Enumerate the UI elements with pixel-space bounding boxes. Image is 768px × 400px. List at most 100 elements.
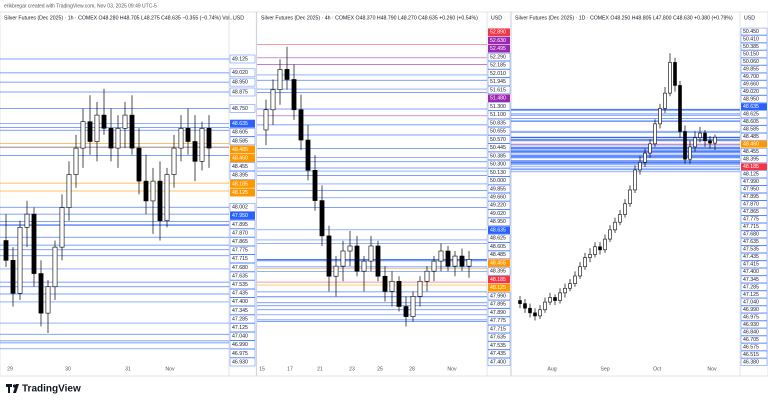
panel-title: Silver Futures (Dec 2025) · 1h · COMEX O…: [4, 15, 234, 21]
date-label: 31: [125, 366, 131, 372]
price-label-box: [740, 253, 768, 261]
price-label-box: [740, 80, 768, 88]
candle-body: [558, 292, 562, 301]
price-label-box: [487, 209, 511, 218]
price-label: 52.495: [490, 46, 506, 52]
candle-body: [101, 114, 107, 129]
price-label-box: [740, 245, 768, 253]
price-label-box: [487, 267, 511, 276]
price-label-box: [740, 313, 768, 321]
candle-body: [523, 303, 527, 309]
price-label: 48.395: [490, 269, 506, 275]
price-label: 48.635: [490, 227, 506, 233]
candle-body: [653, 123, 657, 145]
price-label: 48.485: [232, 147, 248, 153]
price-label: 50.385: [490, 153, 506, 159]
price-label-box: [229, 263, 256, 272]
candle-body: [108, 128, 114, 149]
price-label-box: [229, 314, 256, 324]
price-label-box: [487, 349, 511, 358]
price-label: 49.855: [490, 186, 506, 192]
price-label-box: [740, 305, 768, 314]
price-label: 48.605: [743, 119, 759, 125]
price-label-box: [740, 57, 768, 66]
price-label-box: [229, 245, 256, 255]
price-label-box: [487, 333, 511, 342]
candle-body: [178, 128, 184, 149]
price-label: 47.435: [743, 254, 759, 260]
candle-body: [618, 214, 622, 223]
candle-body: [583, 257, 587, 268]
price-label-bg: [488, 283, 510, 292]
price-label-box: [487, 250, 511, 259]
price-label: 47.040: [743, 299, 759, 305]
price-label: 46.705: [743, 337, 759, 343]
candle-body: [375, 245, 381, 277]
price-label: 47.865: [743, 209, 759, 215]
price-label: 48.485: [490, 252, 506, 258]
price-label-box: [740, 215, 768, 223]
candle-body: [678, 85, 682, 132]
candle-body: [263, 109, 269, 131]
price-label-box: [740, 133, 768, 141]
price-label-bg: [230, 211, 255, 220]
price-label: 47.125: [232, 325, 248, 331]
price-label-box: [740, 72, 768, 81]
date-label: 28: [409, 366, 415, 372]
price-label-box: [229, 357, 256, 367]
price-label: 47.535: [490, 343, 506, 349]
price-label-box: [229, 271, 256, 281]
candle-body: [578, 266, 582, 277]
price-label-box: [740, 358, 768, 366]
price-label: 48.395: [743, 157, 759, 163]
candle-body: [122, 114, 128, 129]
price-label-box: [740, 125, 768, 133]
price-label: 47.895: [232, 222, 248, 228]
candle-body: [319, 200, 325, 237]
price-label-box: [740, 50, 768, 58]
price-label: 47.415: [743, 262, 759, 268]
price-label-box: [487, 184, 511, 193]
price-label: 48.455: [743, 149, 759, 155]
price-label-box: [487, 316, 511, 325]
candle-body: [538, 309, 542, 317]
date-label: Nov: [707, 366, 717, 372]
price-label-box: [487, 102, 511, 111]
price-label-box: [487, 300, 511, 309]
candle-body: [693, 137, 697, 148]
price-label: 47.680: [232, 265, 248, 271]
date-label: 25: [377, 366, 383, 372]
price-label-box: [740, 95, 768, 103]
price-label-box: [740, 223, 768, 231]
candle-body: [277, 69, 283, 90]
date-label: Aug: [547, 366, 556, 372]
price-label: 47.775: [490, 318, 506, 324]
price-label: 50.410: [743, 36, 759, 42]
price-label: 46.930: [743, 322, 759, 328]
price-label: 47.775: [743, 217, 759, 223]
candle-body: [52, 246, 58, 288]
date-label: Nov: [165, 366, 175, 372]
price-label-box: [487, 341, 511, 350]
date-label: 30: [65, 366, 71, 372]
price-label: 49.020: [232, 70, 248, 76]
candle-body: [403, 306, 409, 317]
price-label-box: [229, 332, 256, 341]
panel-title: Silver Futures (Dec 2025) · 4h · COMEX O…: [261, 15, 478, 21]
candle-body: [452, 255, 458, 267]
candle-body: [136, 147, 142, 182]
price-label-box: [229, 162, 256, 171]
price-label-box: [740, 208, 768, 216]
price-label: 49.855: [743, 66, 759, 72]
price-label: 48.950: [743, 96, 759, 102]
price-label-box: [229, 323, 256, 332]
price-label: 47.950: [743, 187, 759, 193]
price-label-box: [229, 220, 256, 229]
price-label-box: [229, 349, 256, 358]
logo: [6, 384, 19, 393]
price-label: 48.460: [232, 155, 248, 161]
candle-body: [708, 140, 712, 144]
candle-body: [115, 128, 121, 149]
price-label: 48.950: [490, 219, 506, 225]
